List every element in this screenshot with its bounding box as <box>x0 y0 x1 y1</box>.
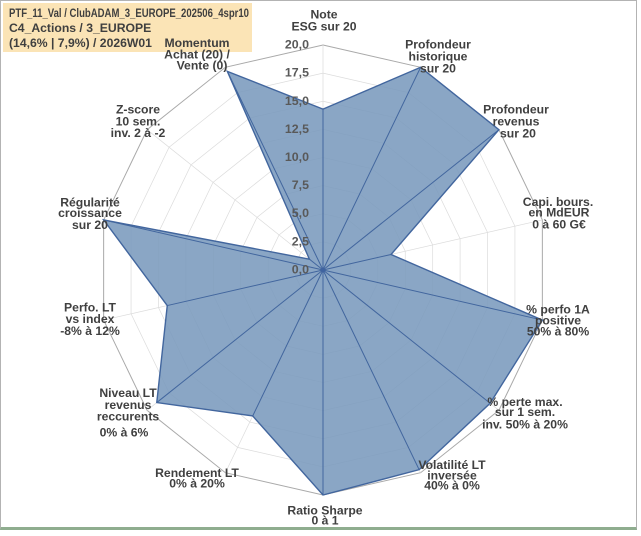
svg-text:inv. 2 à -2: inv. 2 à -2 <box>111 126 166 140</box>
svg-text:17,5: 17,5 <box>285 66 309 80</box>
svg-text:Vente (0): Vente (0) <box>177 58 228 72</box>
svg-text:C4_Actions / 3_EUROPE: C4_Actions / 3_EUROPE <box>9 21 151 35</box>
svg-text:50% à 80%: 50% à 80% <box>527 325 589 339</box>
svg-text:7,5: 7,5 <box>292 178 309 192</box>
svg-text:sur 20: sur 20 <box>420 62 456 76</box>
svg-text:20,0: 20,0 <box>285 38 309 52</box>
svg-text:2,5: 2,5 <box>292 234 309 248</box>
svg-text:sur 20: sur 20 <box>500 127 536 141</box>
svg-text:0 à 1: 0 à 1 <box>311 514 338 528</box>
svg-text:(14,6% | 7,9%) / 2026W01: (14,6% | 7,9%) / 2026W01 <box>9 36 152 50</box>
svg-text:reccurents: reccurents <box>97 410 160 424</box>
svg-text:PTF_11_Val / ClubADAM_3_EUROPE: PTF_11_Val / ClubADAM_3_EUROPE_202506_4s… <box>9 6 249 20</box>
svg-text:15,0: 15,0 <box>285 94 309 108</box>
svg-text:0 à 60 G€: 0 à 60 G€ <box>532 218 586 232</box>
svg-text:40% à 0%: 40% à 0% <box>424 479 480 493</box>
svg-text:-8% à 12%: -8% à 12% <box>60 324 120 338</box>
svg-text:5,0: 5,0 <box>292 206 309 220</box>
svg-text:inv. 50% à 20%: inv. 50% à 20% <box>482 418 568 432</box>
svg-text:ESG sur 20: ESG sur 20 <box>291 20 356 34</box>
svg-text:12,5: 12,5 <box>285 122 309 136</box>
svg-text:10,0: 10,0 <box>285 150 309 164</box>
svg-text:0% à 20%: 0% à 20% <box>169 477 225 491</box>
svg-text:0% à 6%: 0% à 6% <box>100 426 149 440</box>
svg-text:sur 20: sur 20 <box>72 218 108 232</box>
svg-text:0,0: 0,0 <box>292 263 309 277</box>
